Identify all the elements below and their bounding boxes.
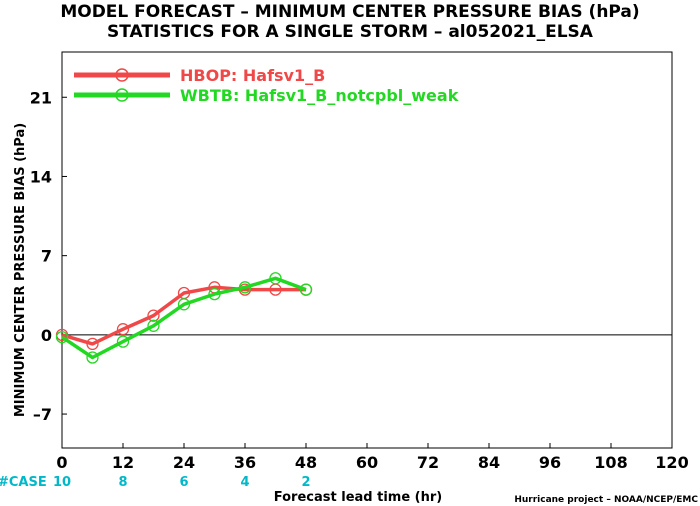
legend-entry-1: HBOP: Hafsv1_B [74,66,325,85]
plot-frame [61,51,673,449]
series-1 [55,281,313,351]
data-point [299,283,313,296]
data-point [86,337,99,351]
case-label: #CASE [0,475,47,490]
data-point [177,298,191,311]
series-2 [55,272,313,364]
data-point [208,287,221,301]
x-tick-label: 48 [295,453,317,472]
legend-label: HBOP: Hafsv1_B [180,66,325,85]
x-tick-label: 0 [56,453,67,472]
x-tick-label: 96 [539,453,561,472]
plot-area [61,51,673,449]
data-point [86,351,99,364]
series-group [55,272,313,364]
x-tick-label: 36 [234,453,256,472]
series-line [61,276,307,360]
data-point [238,281,252,294]
y-axis-ticks: –7 0 7 14 21 [30,88,67,424]
series-line [61,285,306,346]
chart-subtitle: STATISTICS FOR A SINGLE STORM – al052021… [107,22,594,42]
y-tick-label: 21 [30,88,52,107]
y-tick-label: 14 [30,167,52,186]
chart-title: MODEL FORECAST – MINIMUM CENTER PRESSURE… [60,2,639,22]
y-tick-label: 7 [41,247,52,266]
case-count: 10 [53,475,71,490]
case-count: 4 [240,475,249,490]
case-count-row: #CASE 10 8 6 4 2 [0,475,311,490]
y-axis-label-group: MINIMUM CENTER PRESSURE BIAS (hPa) [13,123,28,417]
data-point [55,330,69,344]
legend-label: WBTB: Hafsv1_B_notcpbl_weak [180,86,459,105]
data-point [116,335,130,348]
legend-entry-2: WBTB: Hafsv1_B_notcpbl_weak [74,86,459,105]
x-tick-label: 60 [356,453,378,472]
data-point [269,272,282,285]
y-tick-label: –7 [33,405,52,424]
legend-marker [115,68,129,82]
case-count: 2 [301,475,310,490]
x-tick-label: 108 [594,453,627,472]
x-tick-label: 84 [478,453,500,472]
x-axis-ticks: 0 12 24 36 48 60 72 84 96 108 120 [56,443,689,472]
x-tick-label: 120 [655,453,688,472]
x-axis-label: Forecast lead time (hr) [274,490,442,505]
case-count: 8 [118,475,127,490]
y-tick-label: 0 [41,326,52,345]
data-point [147,319,160,332]
data-point [116,323,130,336]
x-tick-label: 12 [112,453,134,472]
case-count: 6 [179,475,188,490]
data-point [147,309,160,322]
x-tick-label: 24 [173,453,195,472]
legend-marker [115,88,129,102]
credit-text: Hurricane project – NOAA/NCEP/EMC [514,495,698,505]
y-axis-label: MINIMUM CENTER PRESSURE BIAS (hPa) [13,123,28,417]
x-tick-label: 72 [417,453,439,472]
